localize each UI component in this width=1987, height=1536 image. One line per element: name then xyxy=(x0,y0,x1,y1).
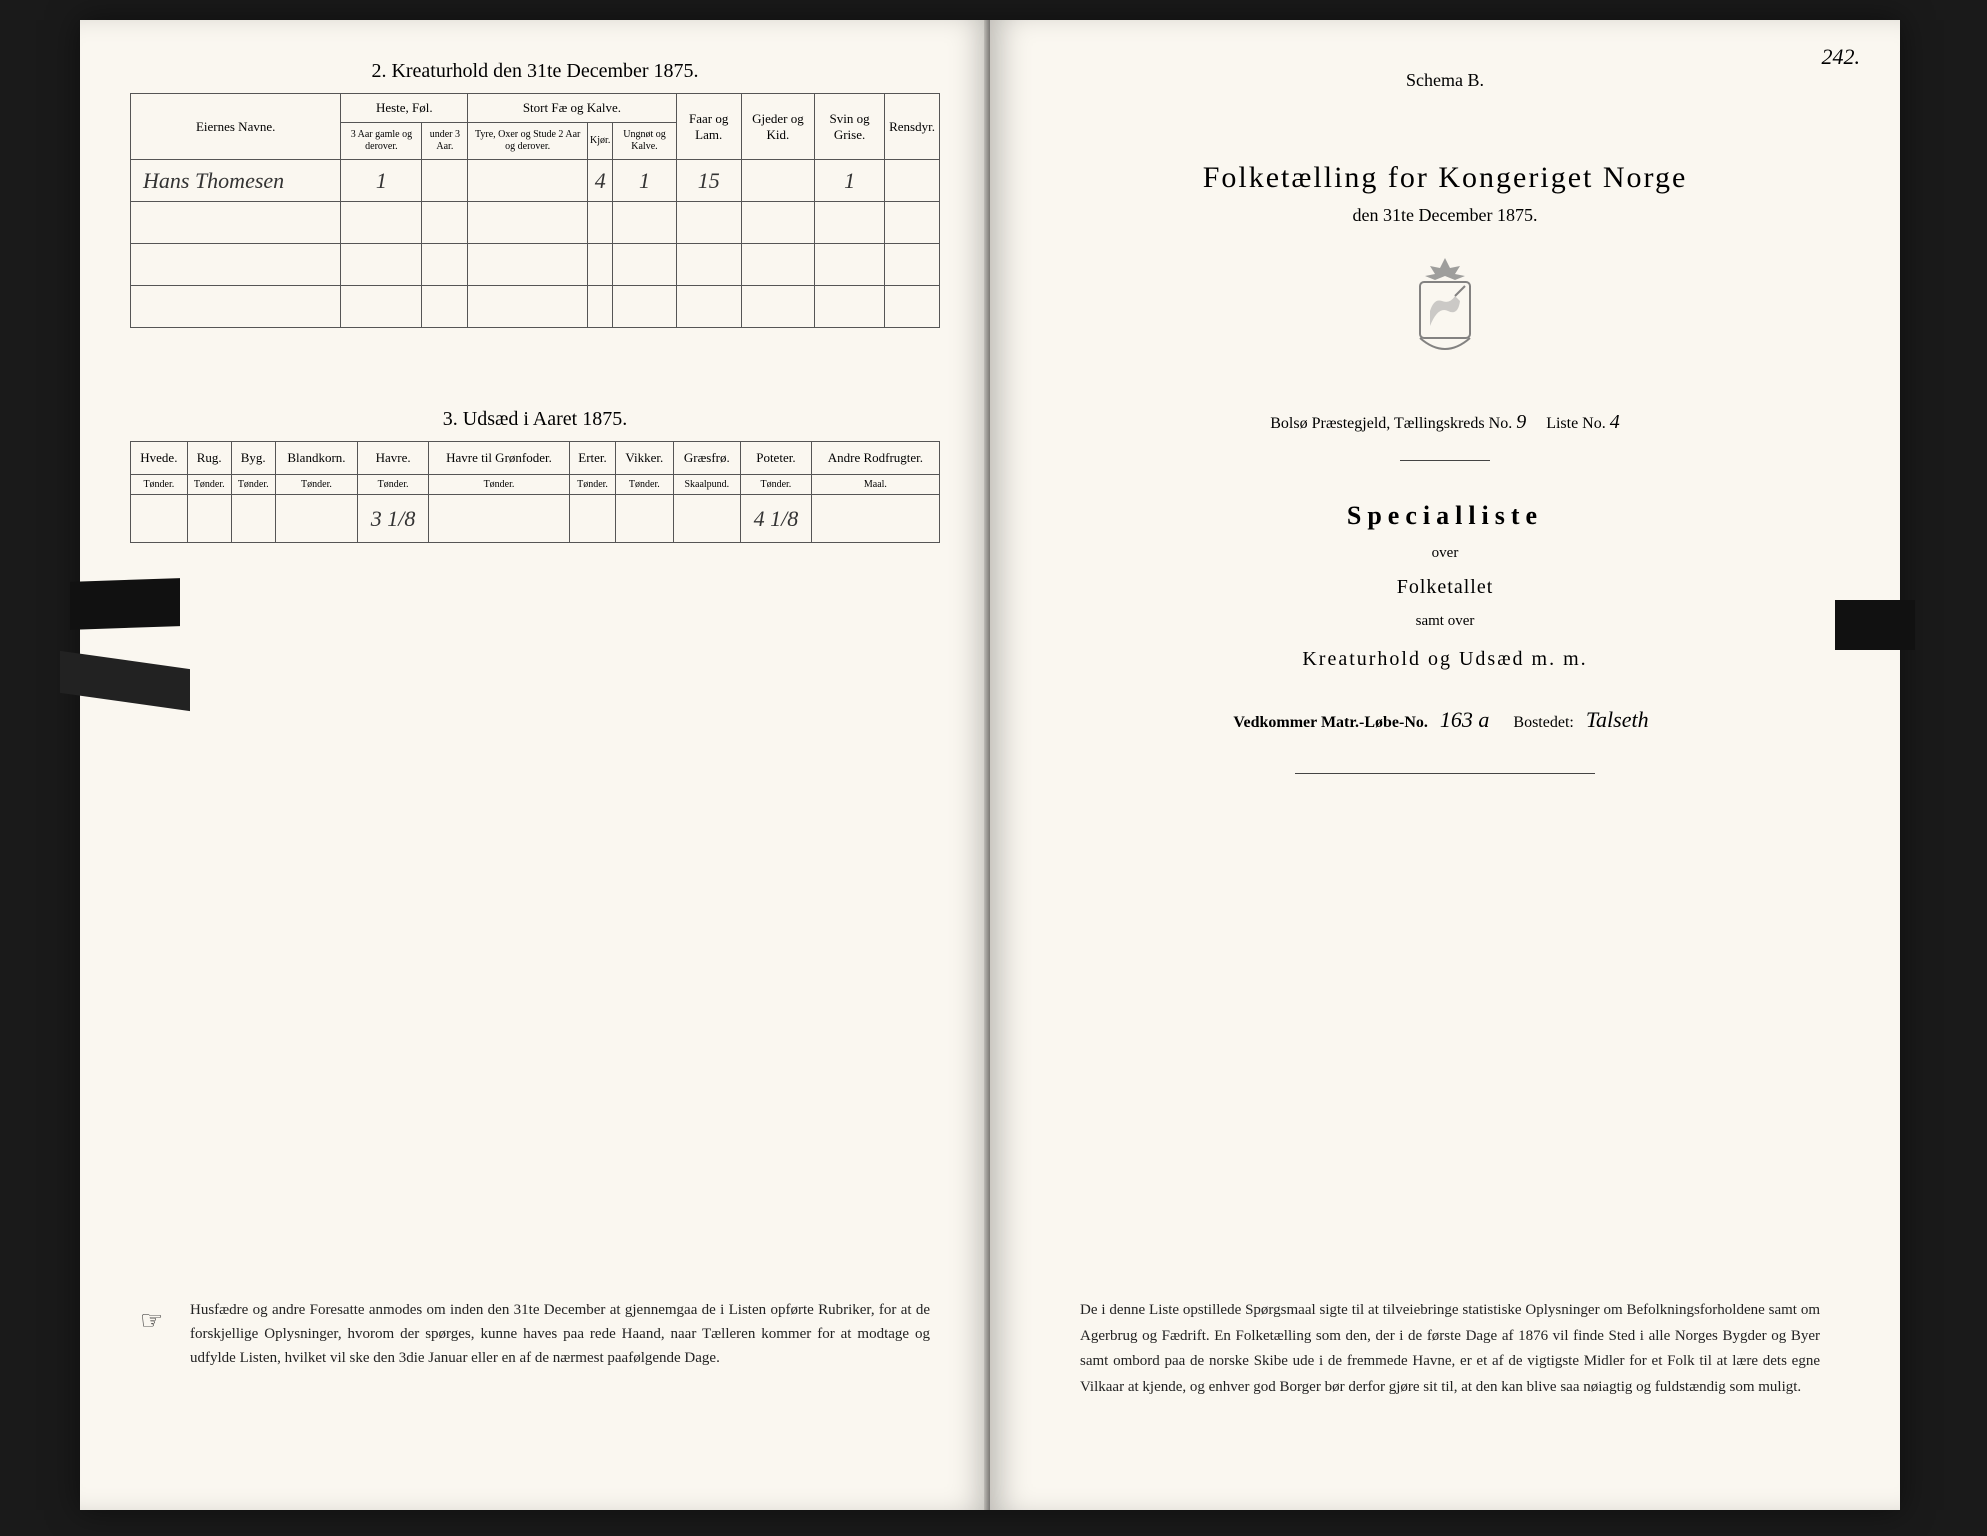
col-andre: Andre Rodfrugter. xyxy=(811,442,939,475)
left-page: 2. Kreaturhold den 31te December 1875. E… xyxy=(80,20,990,1510)
col-hvede: Hvede. xyxy=(131,442,188,475)
subcol-cattle-2: Kjør. xyxy=(588,123,613,160)
pointing-hand-icon: ☞ xyxy=(140,1300,163,1342)
samt-label: samt over xyxy=(1040,613,1850,630)
table-row xyxy=(131,286,940,328)
open-book: 2. Kreaturhold den 31te December 1875. E… xyxy=(80,20,1900,1510)
table-row: 3 1/8 4 1/8 xyxy=(131,495,940,543)
kreds-number: 9 xyxy=(1516,411,1526,433)
liste-number: 4 xyxy=(1610,411,1620,433)
matrikkel-line: Vedkommer Matr.-Løbe-No. 163 a Bostedet:… xyxy=(1040,707,1850,733)
cell-havre: 3 1/8 xyxy=(358,495,429,543)
over-label: over xyxy=(1040,545,1850,562)
col-owner: Eiernes Navne. xyxy=(131,94,341,160)
seed-table: Hvede. Rug. Byg. Blandkorn. Havre. Havre… xyxy=(130,441,940,543)
parish-line: Bolsø Præstegjeld, Tællingskreds No. 9 L… xyxy=(1040,411,1850,434)
unit: Tønder. xyxy=(187,475,231,495)
col-rein: Rensdyr. xyxy=(885,94,940,160)
divider xyxy=(1400,460,1490,461)
bostedet-value: Talseth xyxy=(1586,707,1649,732)
specialliste-title: Specialliste xyxy=(1040,501,1850,531)
cell-potet: 4 1/8 xyxy=(741,495,812,543)
cell xyxy=(885,160,940,202)
unit: Tønder. xyxy=(231,475,275,495)
col-erter: Erter. xyxy=(569,442,615,475)
footnote-text: Husfædre og andre Foresatte anmodes om i… xyxy=(190,1302,930,1366)
left-footnote: ☞ Husfædre og andre Foresatte anmodes om… xyxy=(190,1298,930,1370)
col-sheep: Faar og Lam. xyxy=(676,94,741,160)
section-2-title: 2. Kreaturhold den 31te December 1875. xyxy=(130,60,940,83)
col-pig: Svin og Grise. xyxy=(815,94,885,160)
col-group-horse: Heste, Føl. xyxy=(341,94,468,123)
cell xyxy=(422,160,468,202)
col-havregr: Havre til Grønfoder. xyxy=(428,442,569,475)
liste-label: Liste No. xyxy=(1546,415,1606,432)
section-3-title: 3. Udsæd i Aaret 1875. xyxy=(130,408,940,431)
unit: Maal. xyxy=(811,475,939,495)
col-vikker: Vikker. xyxy=(616,442,674,475)
table-row xyxy=(131,202,940,244)
unit: Tønder. xyxy=(741,475,812,495)
col-graes: Græsfrø. xyxy=(673,442,740,475)
schema-label: Schema B. xyxy=(1040,70,1850,91)
unit: Tønder. xyxy=(616,475,674,495)
unit: Tønder. xyxy=(358,475,429,495)
col-byg: Byg. xyxy=(231,442,275,475)
coat-of-arms-icon xyxy=(1040,256,1850,371)
cell: 1 xyxy=(341,160,422,202)
livestock-table: Eiernes Navne. Heste, Føl. Stort Fæ og K… xyxy=(130,93,940,328)
subcol-cattle-3: Ungnøt og Kalve. xyxy=(613,123,676,160)
subcol-cattle-1: Tyre, Oxer og Stude 2 Aar og derover. xyxy=(468,123,588,160)
unit: Tønder. xyxy=(428,475,569,495)
unit: Tønder. xyxy=(131,475,188,495)
unit: Tønder. xyxy=(275,475,357,495)
cell xyxy=(468,160,588,202)
census-date: den 31te December 1875. xyxy=(1040,205,1850,226)
right-footnote: De i denne Liste opstillede Spørgsmaal s… xyxy=(1080,1298,1820,1400)
divider xyxy=(1295,773,1595,774)
table-row xyxy=(131,244,940,286)
cell: 1 xyxy=(815,160,885,202)
unit: Tønder. xyxy=(569,475,615,495)
folketallet-label: Folketallet xyxy=(1040,576,1850,599)
col-goat: Gjeder og Kid. xyxy=(741,94,814,160)
binder-clip-icon xyxy=(1835,600,1915,650)
kreatur-label: Kreaturhold og Udsæd m. m. xyxy=(1040,648,1850,671)
unit: Skaalpund. xyxy=(673,475,740,495)
matr-label: Vedkommer Matr.-Løbe-No. xyxy=(1233,714,1428,731)
col-havre: Havre. xyxy=(358,442,429,475)
folio-number: 242. xyxy=(1822,44,1861,70)
subcol-horse-2: under 3 Aar. xyxy=(422,123,468,160)
cell: 15 xyxy=(676,160,741,202)
binder-clip-icon xyxy=(70,578,180,630)
census-title: Folketælling for Kongeriget Norge xyxy=(1040,161,1850,195)
cell xyxy=(741,160,814,202)
right-page: 242. Schema B. Folketælling for Kongerig… xyxy=(990,20,1900,1510)
subcol-horse-1: 3 Aar gamle og derover. xyxy=(341,123,422,160)
col-bland: Blandkorn. xyxy=(275,442,357,475)
col-group-cattle: Stort Fæ og Kalve. xyxy=(468,94,676,123)
cell: 4 xyxy=(588,160,613,202)
bostedet-label: Bostedet: xyxy=(1513,714,1573,731)
binder-clip-icon xyxy=(60,651,190,711)
col-rug: Rug. xyxy=(187,442,231,475)
col-potet: Poteter. xyxy=(741,442,812,475)
owner-name: Hans Thomesen xyxy=(131,160,341,202)
parish-label: Bolsø Præstegjeld, Tællingskreds No. xyxy=(1270,415,1512,432)
matr-number: 163 a xyxy=(1440,707,1490,732)
cell: 1 xyxy=(613,160,676,202)
